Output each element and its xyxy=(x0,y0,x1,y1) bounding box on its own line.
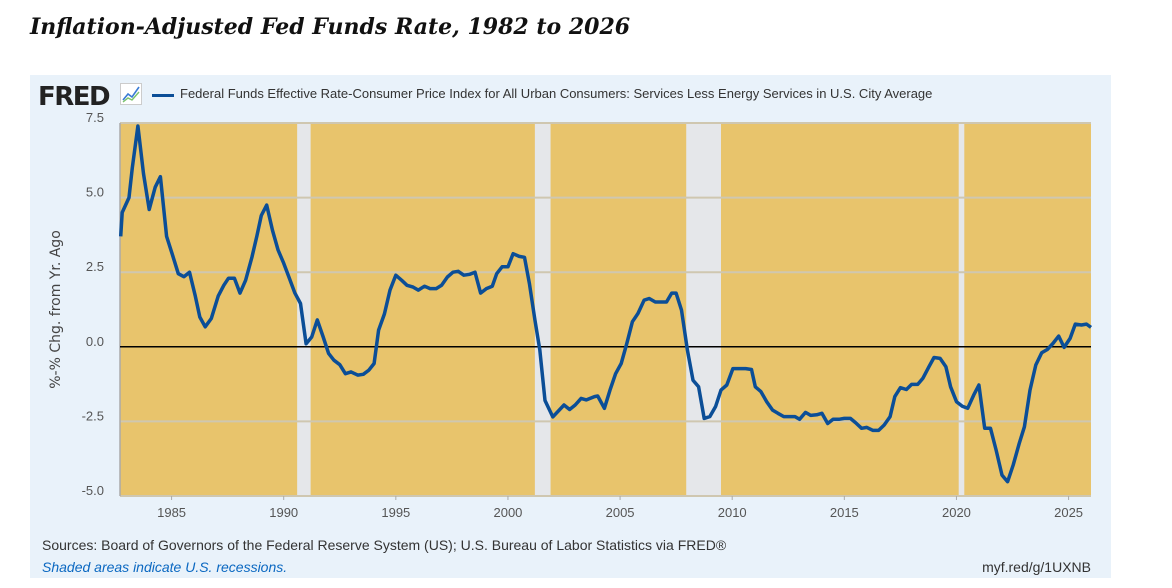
recession-note: Shaded areas indicate U.S. recessions. xyxy=(42,559,288,575)
x-tick-label: 2005 xyxy=(606,505,635,520)
x-tick-label: 2000 xyxy=(493,505,522,520)
legend-label: Federal Funds Effective Rate-Consumer Pr… xyxy=(180,86,933,101)
fred-graph-panel: FRED Federal Funds Effective Rate-Consum… xyxy=(30,75,1111,578)
line-chart-icon[interactable] xyxy=(120,83,142,105)
recession-band xyxy=(297,123,311,496)
x-tick-label: 2025 xyxy=(1054,505,1083,520)
x-tick-label: 2015 xyxy=(830,505,859,520)
y-tick-label: 5.0 xyxy=(86,185,104,200)
y-tick-label: 2.5 xyxy=(86,259,104,274)
legend-swatch xyxy=(152,94,174,97)
plot-area xyxy=(120,123,1091,496)
y-tick-label: -5.0 xyxy=(82,483,104,498)
series-line xyxy=(118,124,1093,484)
x-tick-label: 1995 xyxy=(381,505,410,520)
recession-band xyxy=(686,123,721,496)
page-title: Inflation-Adjusted Fed Funds Rate, 1982 … xyxy=(30,14,631,40)
source-note: Sources: Board of Governors of the Feder… xyxy=(42,537,727,553)
recession-band xyxy=(534,123,551,496)
y-tick-label: 0.0 xyxy=(86,334,104,349)
short-link[interactable]: myf.red/g/1UXNB xyxy=(982,559,1091,575)
line-chart: 7.5 5.0 2.5 0.0 -2.5 -5.0 1985 1990 1995 2000 2005… xyxy=(48,110,1093,520)
x-tick-label: 1990 xyxy=(269,505,298,520)
x-tick-label: 1985 xyxy=(157,505,186,520)
y-axis-label: %-% Chg. from Yr. Ago xyxy=(48,230,64,389)
x-tick-label: 2010 xyxy=(718,505,747,520)
y-tick-label: 7.5 xyxy=(86,110,104,125)
recession-band xyxy=(958,123,965,496)
fred-logo[interactable]: FRED xyxy=(38,82,111,112)
x-tick-label: 2020 xyxy=(942,505,971,520)
y-tick-label: -2.5 xyxy=(82,408,104,423)
